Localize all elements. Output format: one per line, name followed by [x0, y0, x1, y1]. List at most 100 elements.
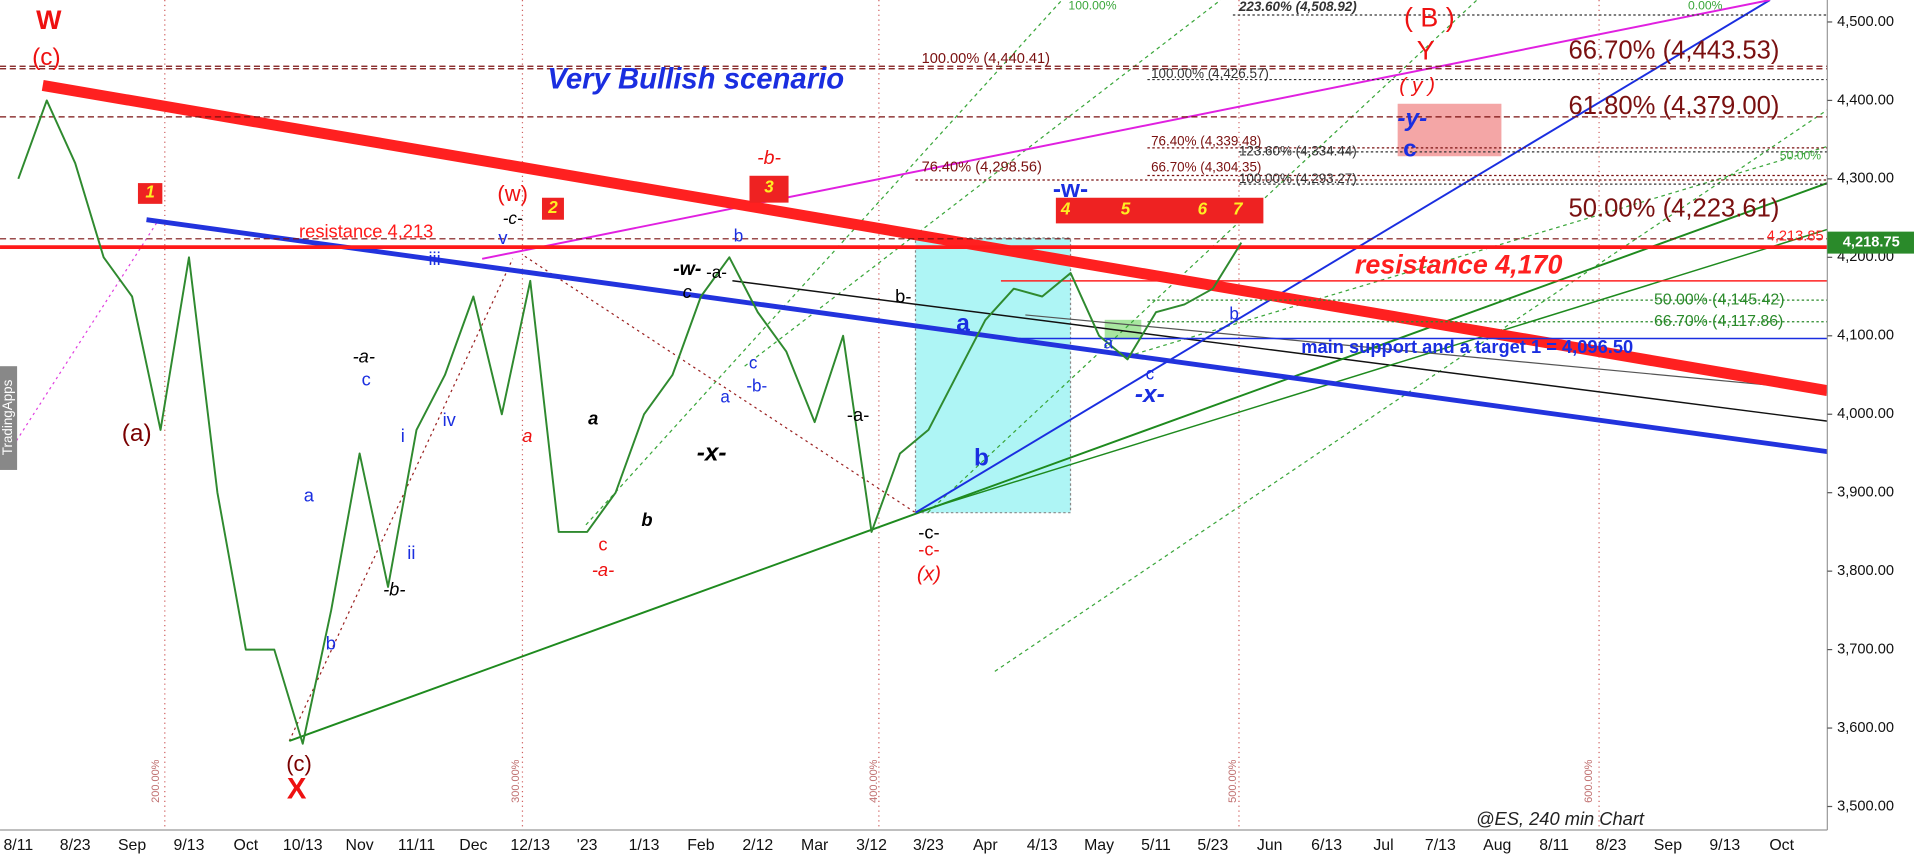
- x-axis-panel: [0, 830, 1914, 863]
- wave-label: -b-: [746, 376, 767, 395]
- wave-label: a: [956, 310, 970, 337]
- y-tick-label: 4,100.00: [1837, 328, 1894, 344]
- x-tick-label: Oct: [234, 837, 259, 854]
- level-label: 123.60% (4,334.44): [1239, 143, 1357, 158]
- wave-label: a: [1104, 334, 1114, 353]
- wave-label: a: [304, 485, 315, 506]
- level-label: 100.00% (4,426.57): [1151, 66, 1269, 81]
- trend-line: [41, 80, 1829, 397]
- trend-line: [1025, 314, 1828, 392]
- level-label: 50.00% (4,145.42): [1654, 291, 1785, 308]
- wave-label: c: [1146, 364, 1155, 383]
- wave-label: b: [641, 509, 652, 530]
- wave-label: v: [498, 227, 508, 248]
- wave-label: 3: [764, 177, 774, 196]
- trend-line: [288, 182, 1828, 742]
- level-label: 50.00% (4,223.61): [1569, 194, 1780, 222]
- wave-label: 2: [547, 198, 558, 217]
- wave-label: 1: [145, 182, 155, 201]
- channel-line: [1135, 145, 1828, 355]
- price-tag: [1827, 231, 1914, 254]
- level-label: 223.60% (4,508.92): [1238, 0, 1357, 14]
- wave-label: iv: [443, 409, 457, 430]
- x-tick-label: 11/11: [398, 837, 436, 854]
- wave-label: 200.00%: [150, 759, 162, 803]
- wave-box: [137, 183, 163, 204]
- trend-line: [146, 217, 1828, 455]
- wave-label: b: [734, 226, 744, 245]
- wave-label: ( B ): [1404, 3, 1455, 33]
- wave-label: c: [362, 369, 371, 390]
- wave-label: c: [1403, 136, 1417, 163]
- x-tick-label: Apr: [973, 837, 998, 854]
- wave-label: ( y ): [1399, 74, 1435, 97]
- y-axis-panel: [1827, 0, 1914, 863]
- wave-label: -x-: [697, 440, 727, 467]
- brand-box: [0, 366, 18, 470]
- wave-label: -a-: [353, 345, 375, 366]
- level-label: 100.00% (4,293.27): [1239, 171, 1357, 186]
- x-tick-label: '23: [577, 837, 598, 854]
- level-label: resistance 4,170: [1355, 249, 1563, 279]
- price-line: [17, 99, 1243, 745]
- x-tick-label: 8/23: [60, 837, 91, 854]
- trend-line: [914, 0, 1771, 514]
- level-label: 66.70% (4,304.35): [1151, 160, 1261, 175]
- wave-label: -a-: [592, 559, 614, 580]
- channel-line: [994, 109, 1828, 672]
- wave-label: c: [598, 533, 607, 554]
- trend-line: [732, 280, 1828, 422]
- price-tag-label: 4,218.75: [1843, 234, 1900, 250]
- x-tick-label: 2/12: [742, 837, 773, 854]
- wave-label: b-: [895, 286, 911, 307]
- x-tick-label: Jul: [1373, 837, 1393, 854]
- x-tick-label: Oct: [1769, 837, 1794, 854]
- wave-label: (w): [497, 181, 528, 206]
- trend-line: [915, 228, 1828, 514]
- y-tick-label: 4,000.00: [1837, 406, 1894, 422]
- x-tick-label: May: [1084, 837, 1114, 854]
- x-tick-label: 3/12: [856, 837, 887, 854]
- level-label: 76.40% (4,298.56): [922, 160, 1042, 176]
- x-tick-label: Aug: [1483, 837, 1511, 854]
- wave-label: -b-: [383, 579, 405, 600]
- wave-label: iii: [428, 248, 440, 269]
- y-tick-label: 3,500.00: [1837, 798, 1894, 814]
- wave-label: 50.00%: [1780, 148, 1821, 162]
- y-tick-label: 3,800.00: [1837, 563, 1894, 579]
- wave-label: (a): [122, 420, 152, 447]
- wave-label: (c): [286, 751, 312, 776]
- x-tick-label: 6/13: [1311, 837, 1342, 854]
- x-tick-label: 9/13: [1709, 837, 1740, 854]
- wave-label: X: [287, 773, 307, 806]
- level-label: 76.40% (4,339.48): [1151, 133, 1261, 148]
- wave-label: 600.00%: [1583, 759, 1595, 803]
- wave-dotted: [288, 255, 916, 742]
- x-tick-label: 4/13: [1027, 837, 1058, 854]
- wave-box: [541, 197, 564, 220]
- wave-label: 500.00%: [1227, 759, 1239, 803]
- x-tick-label: 12/13: [510, 837, 550, 854]
- wave-label: 6: [1198, 199, 1208, 218]
- dotted-line: [524, 255, 916, 514]
- x-tick-label: Sep: [118, 837, 146, 854]
- y-tick-label: 3,700.00: [1837, 641, 1894, 657]
- wave-label: b: [974, 444, 989, 471]
- x-tick-label: Nov: [346, 837, 374, 854]
- wave-label: 300.00%: [510, 759, 522, 803]
- wave-label: -w-: [673, 258, 701, 280]
- wave-label: W: [36, 5, 62, 35]
- wave-label: -a-: [706, 263, 727, 282]
- wave-label: -x-: [1135, 381, 1165, 408]
- wave-label: -y-: [1397, 105, 1427, 132]
- level-label: resistance 4,213: [299, 220, 433, 241]
- x-tick-label: 8/11: [3, 837, 33, 854]
- wave-label: b: [1229, 304, 1239, 323]
- wave-label: b: [326, 632, 336, 653]
- x-tick-label: 5/11: [1141, 837, 1171, 854]
- dotted-line: [0, 219, 160, 467]
- x-tick-label: Dec: [459, 837, 487, 854]
- wave-label: (c): [32, 44, 60, 71]
- wave-label: 7: [1233, 199, 1244, 218]
